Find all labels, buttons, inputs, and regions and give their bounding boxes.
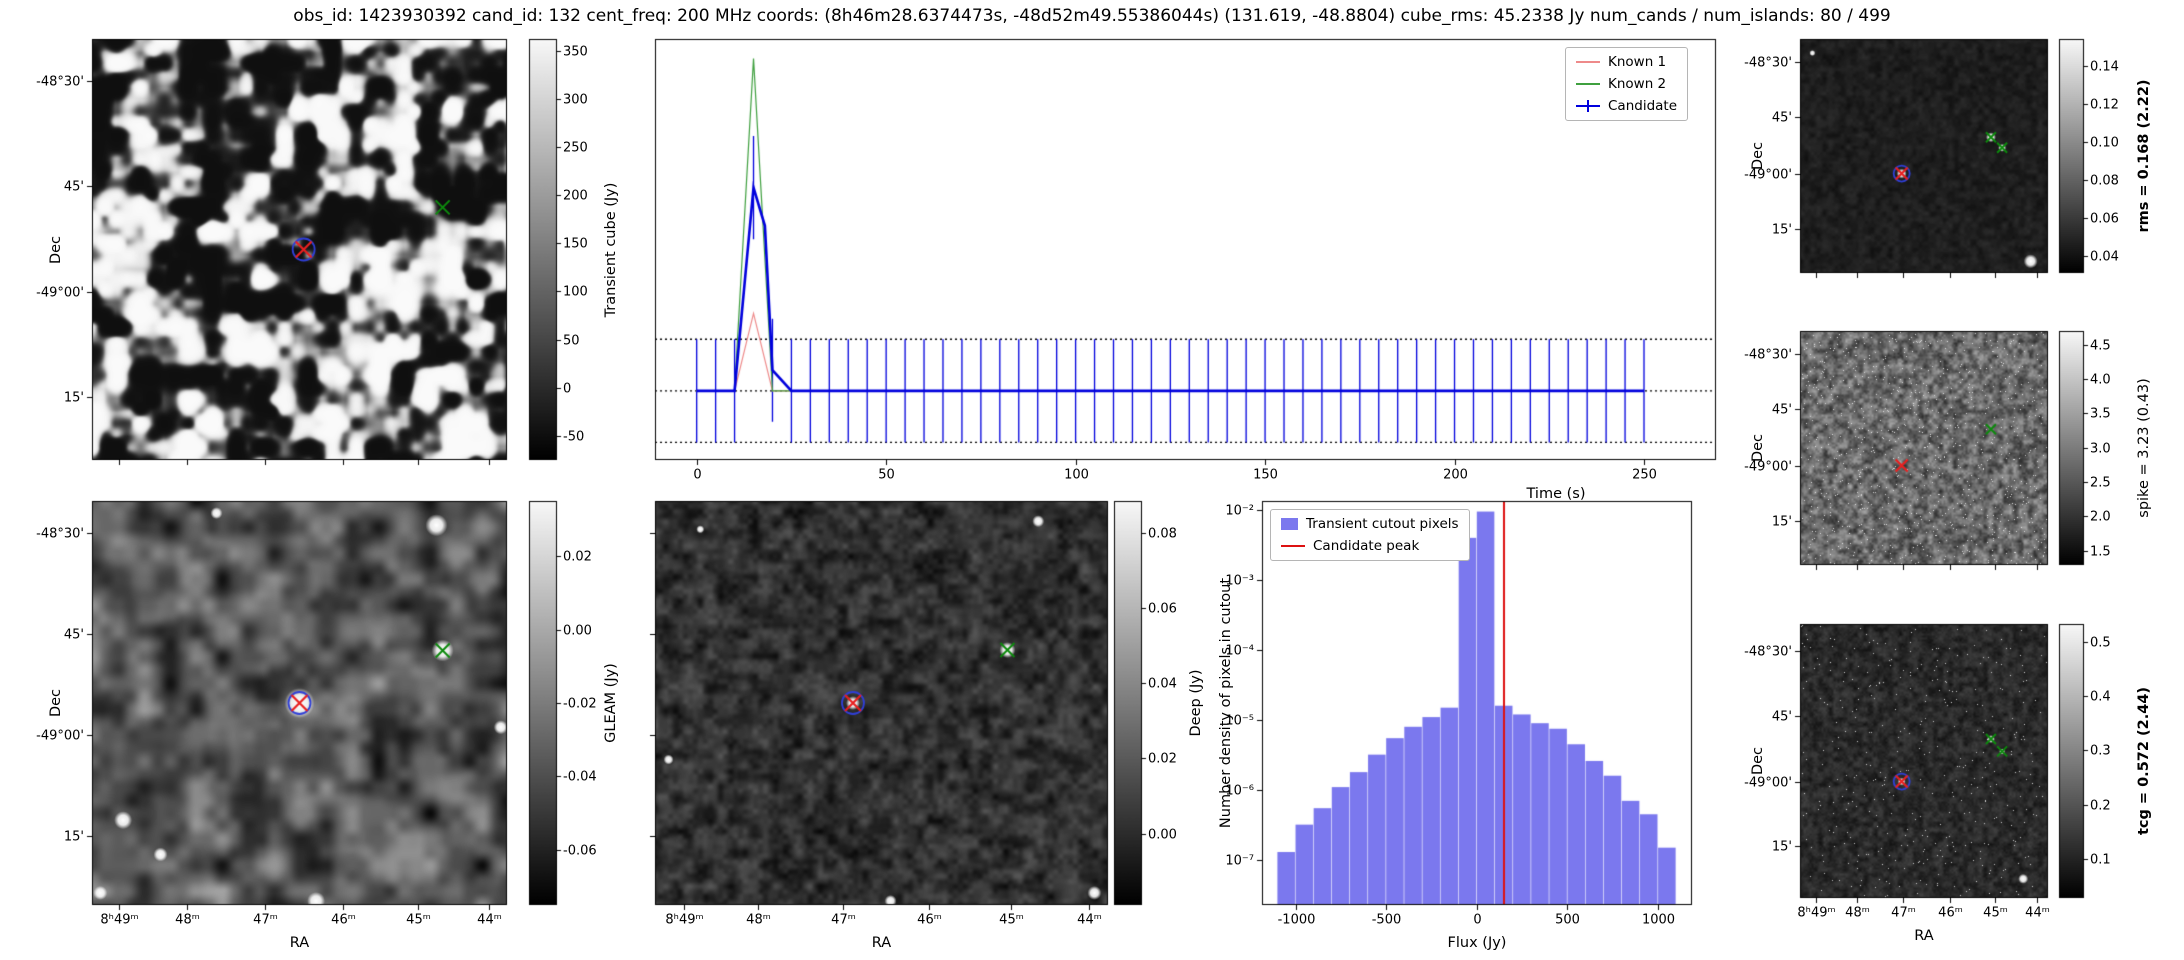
- legend-label-candidate: Candidate: [1608, 98, 1678, 114]
- legend-item-cutout-pixels: Transient cutout pixels: [1281, 516, 1459, 532]
- histogram-patch-swatch: [1281, 518, 1298, 530]
- lightcurve-legend: Known 1 Known 2 Candidate: [1565, 47, 1689, 121]
- panel-transient-cube-image: [92, 39, 507, 460]
- legend-label-known1: Known 1: [1608, 54, 1667, 70]
- panel-tcg-image: [1800, 624, 2048, 898]
- panel-lightcurve: [655, 39, 1716, 460]
- candidate-peak-line-swatch: [1281, 545, 1305, 547]
- legend-item-known2: Known 2: [1576, 76, 1677, 92]
- legend-label-known2: Known 2: [1608, 76, 1667, 92]
- panel-flux-histogram: [1262, 501, 1692, 905]
- legend-item-candidate: Candidate: [1576, 98, 1677, 114]
- known1-line-swatch: [1576, 61, 1600, 63]
- legend-label-candidate-peak: Candidate peak: [1313, 538, 1420, 554]
- legend-label-cutout-pixels: Transient cutout pixels: [1306, 516, 1459, 532]
- legend-item-candidate-peak: Candidate peak: [1281, 538, 1459, 554]
- known2-line-swatch: [1576, 83, 1600, 85]
- panel-spike-image: [1800, 331, 2048, 565]
- panel-deep-image: [655, 501, 1108, 905]
- panel-gleam-image: [92, 501, 507, 905]
- panel-rms-image: [1800, 39, 2048, 273]
- candidate-errorbar-swatch: [1576, 99, 1600, 113]
- figure-title: obs_id: 1423930392 cand_id: 132 cent_fre…: [293, 6, 1891, 26]
- legend-item-known1: Known 1: [1576, 54, 1677, 70]
- histogram-legend: Transient cutout pixels Candidate peak: [1270, 509, 1470, 561]
